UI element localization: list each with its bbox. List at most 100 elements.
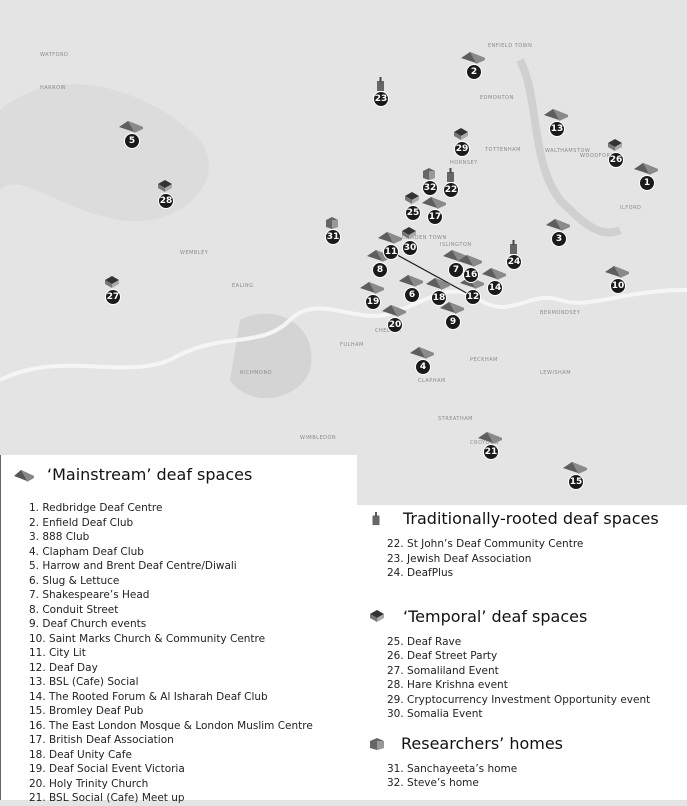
legend-list: 31. Sanchayeeta’s home 32. Steve’s home (387, 762, 687, 791)
legend-temporal-header: ‘Temporal’ deaf spaces (369, 607, 687, 626)
map-marker-4[interactable]: 4 (415, 359, 431, 375)
map-marker-28[interactable]: 28 (158, 193, 174, 209)
legend-item: 11. City Lit (29, 647, 86, 659)
legend-traditional-header: Traditionally-rooted deaf spaces (369, 509, 687, 528)
map-marker-17[interactable]: 17 (427, 209, 443, 225)
place-label: Woodford (580, 153, 615, 159)
map-marker-23[interactable]: 23 (373, 91, 389, 107)
legend-item: 15. Bromley Deaf Pub (29, 705, 144, 717)
legend-list: 22. St John’s Deaf Community Centre 23. J… (387, 537, 687, 581)
map-marker-31[interactable]: 31 (325, 229, 341, 245)
map-marker-14[interactable]: 14 (487, 280, 503, 296)
legend-item: 28. Hare Krishna event (387, 679, 508, 691)
tower-icon (367, 76, 393, 91)
legend-item: 24. DeafPlus (387, 567, 454, 579)
stacked-building-icon (370, 610, 384, 622)
leader-line (389, 250, 473, 297)
stacked-building-icon (152, 178, 178, 192)
stacked-building-icon (99, 274, 125, 288)
map-marker-12[interactable]: 12 (465, 289, 481, 305)
legend-item: 20. Holy Trinity Church (29, 777, 149, 790)
place-label: Harrow (40, 85, 67, 91)
map-marker-26[interactable]: 26 (608, 152, 624, 168)
place-label: Ealing (232, 283, 254, 289)
tower-icon (437, 167, 463, 182)
building-block-icon (425, 275, 451, 290)
map-marker-32[interactable]: 32 (422, 180, 438, 196)
place-label: Streatham (438, 416, 473, 422)
building-block-icon (562, 459, 588, 474)
place-label: Fulham (340, 342, 364, 348)
map-marker-1[interactable]: 1 (639, 175, 655, 191)
green-area (0, 84, 209, 222)
legend-item: 21. BSL Social (Cafe) Meet up (29, 792, 185, 804)
legend-item: 14. The Rooted Forum & Al Isharah Deaf C… (29, 690, 268, 703)
map-marker-29[interactable]: 29 (454, 141, 470, 157)
map-marker-6[interactable]: 6 (404, 287, 420, 303)
legend-item: 12. Deaf Day (29, 661, 98, 674)
place-label: Ilford (620, 205, 642, 211)
building-block-icon (14, 469, 34, 482)
lea-valley (516, 58, 622, 237)
place-label: Wembley (180, 250, 209, 256)
river-thames (0, 288, 687, 382)
map-marker-30[interactable]: 30 (402, 240, 418, 256)
legend-item: 18. Deaf Unity Cafe (29, 748, 132, 761)
place-label: Lewisham (540, 370, 572, 376)
richmond-park (230, 313, 312, 399)
building-block-icon (633, 160, 659, 175)
legend-item: 3. 888 Club (29, 531, 90, 543)
legend-item: 7. Shakespeare’s Head (29, 589, 150, 601)
map-marker-8[interactable]: 8 (372, 262, 388, 278)
building-block-icon (481, 265, 507, 280)
map-marker-2[interactable]: 2 (466, 64, 482, 80)
map-marker-18[interactable]: 18 (431, 290, 447, 306)
building-block-icon (457, 252, 483, 267)
map-marker-11[interactable]: 11 (383, 244, 399, 260)
place-label: Richmond (240, 370, 273, 376)
legend-item: 23. Jewish Deaf Association (387, 552, 532, 565)
map-marker-3[interactable]: 3 (551, 231, 567, 247)
legend-item: 6. Slug & Lettuce (29, 574, 120, 587)
legend-item: 32. Steve’s home (387, 777, 479, 789)
map-marker-20[interactable]: 20 (387, 317, 403, 333)
building-block-icon (545, 216, 571, 231)
legend-title: ‘Mainstream’ deaf spaces (47, 465, 253, 484)
legend-item: 8. Conduit Street (29, 603, 119, 616)
legend-item: 17. British Deaf Association (29, 734, 174, 746)
map-marker-9[interactable]: 9 (445, 314, 461, 330)
stacked-building-icon (396, 225, 422, 239)
legend-item: 19. Deaf Social Event Victoria (29, 763, 185, 775)
map-marker-15[interactable]: 15 (568, 474, 584, 490)
legend-item: 31. Sanchayeeta’s home (387, 762, 518, 775)
building-block-icon (377, 229, 403, 244)
legend-list: 1. Redbridge Deaf Centre 2. Enfield Deaf … (29, 501, 357, 806)
map-marker-21[interactable]: 21 (483, 444, 499, 460)
legend-item: 26. Deaf Street Party (387, 650, 498, 662)
map-marker-13[interactable]: 13 (549, 121, 565, 137)
building-block-icon (604, 263, 630, 278)
legend-list: 25. Deaf Rave 26. Deaf Street Party 27. So… (387, 635, 687, 722)
place-label: Bermondsey (540, 310, 581, 316)
place-label: Hornsey (450, 160, 478, 166)
building-block-icon (477, 429, 503, 444)
legend-mainstream: ‘Mainstream’ deaf spaces 1. Redbridge De… (0, 455, 357, 804)
map-marker-27[interactable]: 27 (105, 289, 121, 305)
map-marker-5[interactable]: 5 (124, 133, 140, 149)
building-block-icon (359, 279, 385, 294)
map-marker-16[interactable]: 16 (463, 267, 479, 283)
place-label: Clapham (418, 378, 446, 384)
stacked-building-icon (448, 126, 474, 140)
building-block-icon (409, 344, 435, 359)
place-label: Camden Town (402, 235, 447, 241)
map-marker-22[interactable]: 22 (443, 182, 459, 198)
map-marker-7[interactable]: 7 (448, 262, 464, 278)
map-marker-24[interactable]: 24 (506, 254, 522, 270)
place-label: Edmonton (480, 95, 514, 101)
map-marker-10[interactable]: 10 (610, 278, 626, 294)
map-marker-25[interactable]: 25 (405, 205, 421, 221)
legend-title: ‘Temporal’ deaf spaces (403, 606, 588, 626)
map-marker-19[interactable]: 19 (365, 294, 381, 310)
building-block-icon (118, 118, 144, 133)
house-icon (416, 165, 442, 180)
